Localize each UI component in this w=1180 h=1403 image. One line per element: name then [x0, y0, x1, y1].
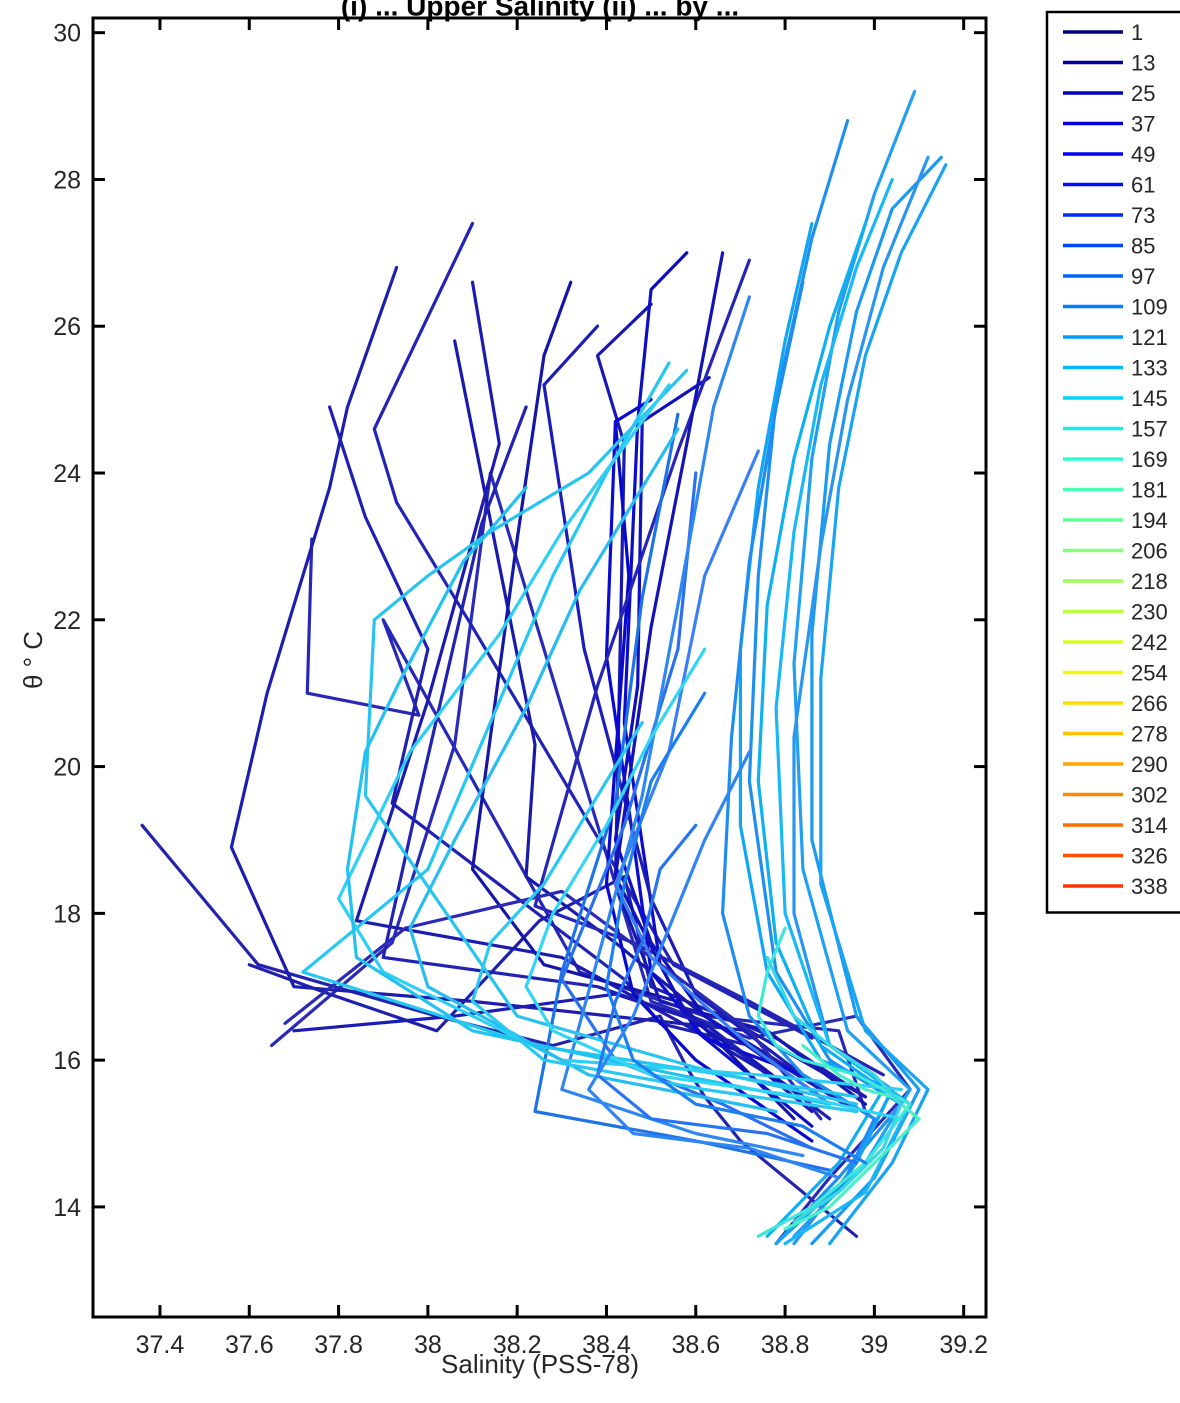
y-axis-label: θ ° C: [18, 631, 48, 689]
legend-entry-label: 278: [1131, 722, 1168, 747]
legend-entry-label: 85: [1131, 234, 1155, 259]
legend-entry-label: 1: [1131, 20, 1143, 45]
legend-entry-label: 206: [1131, 539, 1168, 564]
x-tick-label: 39: [860, 1331, 888, 1359]
x-tick-label: 38.6: [671, 1331, 720, 1359]
legend-entry-label: 181: [1131, 478, 1168, 503]
profile-line-4: [247, 875, 868, 1099]
legend-entry-label: 109: [1131, 295, 1168, 320]
profile-line-23: [613, 449, 832, 1106]
legend-entry-label: 13: [1131, 51, 1155, 76]
plot-area: [140, 89, 948, 1246]
legend-entry-label: 254: [1131, 661, 1168, 686]
y-tick-label: 28: [53, 166, 81, 194]
legend-entry-label: 266: [1131, 691, 1168, 716]
x-tick-label: 37.4: [136, 1331, 185, 1359]
y-tick-label: 22: [53, 607, 81, 635]
legend-entry-label: 194: [1131, 508, 1168, 533]
profile-line-6: [229, 265, 868, 1099]
profile-line-45: [604, 691, 868, 1165]
legend-entry-label: 302: [1131, 783, 1168, 808]
x-tick-label: 38: [414, 1331, 442, 1359]
profile-line-18: [533, 258, 885, 1077]
x-tick-label: 38.4: [582, 1331, 631, 1359]
profile-line-47: [586, 750, 841, 1180]
legend-entry-label: 326: [1131, 844, 1168, 869]
x-tick-label: 37.6: [225, 1331, 274, 1359]
legend-entry-label: 133: [1131, 356, 1168, 381]
profile-line-39: [345, 486, 832, 1106]
profile-line-33: [738, 221, 894, 1246]
profile-line-36: [363, 368, 859, 1106]
legend-entry-label: 230: [1131, 600, 1168, 625]
legend-entry-label: 290: [1131, 752, 1168, 777]
y-tick-label: 18: [53, 900, 81, 928]
x-tick-label: 38.2: [493, 1331, 542, 1359]
legend-entry-label: 121: [1131, 325, 1168, 350]
y-tick-label: 20: [53, 754, 81, 782]
y-tick-label: 14: [53, 1194, 81, 1222]
x-tick-label: 37.8: [314, 1331, 363, 1359]
legend-entry-label: 218: [1131, 569, 1168, 594]
profile-line-7: [372, 221, 814, 1040]
profile-line-46: [595, 823, 859, 1165]
profile-line-14: [604, 398, 814, 1143]
legend-entry-label: 242: [1131, 630, 1168, 655]
legend-entry-label: 169: [1131, 447, 1168, 472]
y-tick-label: 16: [53, 1047, 81, 1075]
profile-line-41: [470, 720, 859, 1114]
x-tick-label: 39.2: [939, 1331, 988, 1359]
x-axis-label: Salinity (PSS-78): [441, 1349, 639, 1379]
profile-line-21: [292, 992, 814, 1114]
x-tick-label: 38.8: [761, 1331, 810, 1359]
legend-entry-label: 157: [1131, 417, 1168, 442]
y-tick-label: 30: [53, 20, 81, 48]
legend-entry-label: 61: [1131, 173, 1155, 198]
chart-title: (i) ... Upper Salinity (ii) ... by ...: [341, 0, 739, 21]
profile-line-13: [622, 251, 814, 1128]
profile-line-19: [613, 251, 805, 1099]
legend-entry-label: 73: [1131, 203, 1155, 228]
y-tick-label: 24: [53, 460, 81, 488]
axes: 37.4 37.6 37.8 38 38.2 38.4 38.6 38.8 39 39.2 14 16…: [53, 16, 988, 1359]
plot-frame: [91, 16, 988, 1319]
legend-entry-label: 49: [1131, 142, 1155, 167]
profile-line-40: [524, 647, 903, 1121]
profile-line-32: [756, 221, 885, 1238]
legend-entry-label: 97: [1131, 264, 1155, 289]
profile-line-43: [783, 1043, 921, 1231]
profile-line-24: [560, 295, 805, 1158]
profile-line-44: [765, 955, 903, 1224]
legend-entry-label: 314: [1131, 813, 1168, 838]
profile-line-37: [337, 383, 903, 1092]
legend-entry-label: 37: [1131, 112, 1155, 137]
profile-line-35: [301, 361, 859, 1099]
y-tick-label: 26: [53, 313, 81, 341]
legend-entry-label: 145: [1131, 386, 1168, 411]
legend: 1 13 25 37 49 61 73 85 97 109 121 133 145 157 169 181 19…: [1045, 10, 1180, 914]
legend-entry-label: 25: [1131, 81, 1155, 106]
profile-line-1: [140, 823, 859, 1238]
profile-line-5: [328, 405, 859, 1114]
legend-entry-label: 338: [1131, 874, 1168, 899]
